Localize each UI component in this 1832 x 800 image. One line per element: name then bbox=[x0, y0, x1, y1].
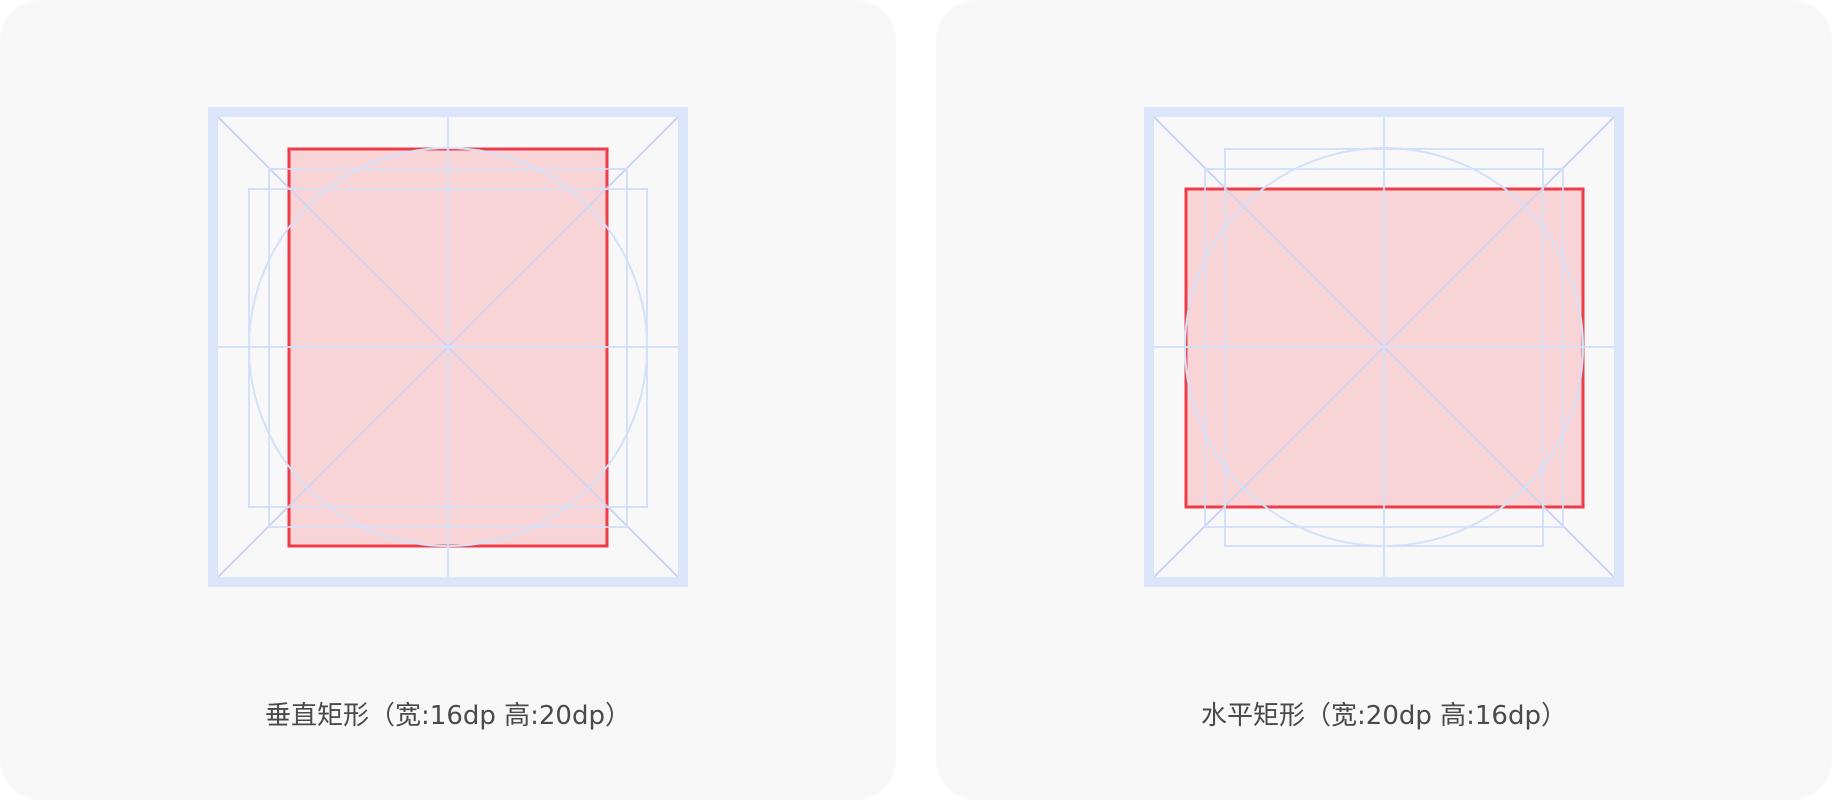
keyline-guide-rect-overlay bbox=[268, 168, 628, 528]
vertical-rectangle-card: 垂直矩形（宽:16dp 高:20dp） bbox=[0, 0, 896, 800]
keyline-outer-frame bbox=[1144, 107, 1624, 587]
horizontal-rectangle-caption: 水平矩形（宽:20dp 高:16dp） bbox=[1201, 701, 1567, 731]
vertical-keyline-diagram bbox=[208, 107, 688, 587]
vertical-rectangle-caption: 垂直矩形（宽:16dp 高:20dp） bbox=[265, 701, 631, 731]
keyline-circle bbox=[1184, 147, 1584, 547]
keyline-circle bbox=[248, 147, 648, 547]
horizontal-rectangle-card: 水平矩形（宽:20dp 高:16dp） bbox=[936, 0, 1832, 800]
keyline-outer-frame bbox=[208, 107, 688, 587]
horizontal-keyline-diagram bbox=[1144, 107, 1624, 587]
keyline-guide-rect-overlay bbox=[1204, 168, 1564, 528]
